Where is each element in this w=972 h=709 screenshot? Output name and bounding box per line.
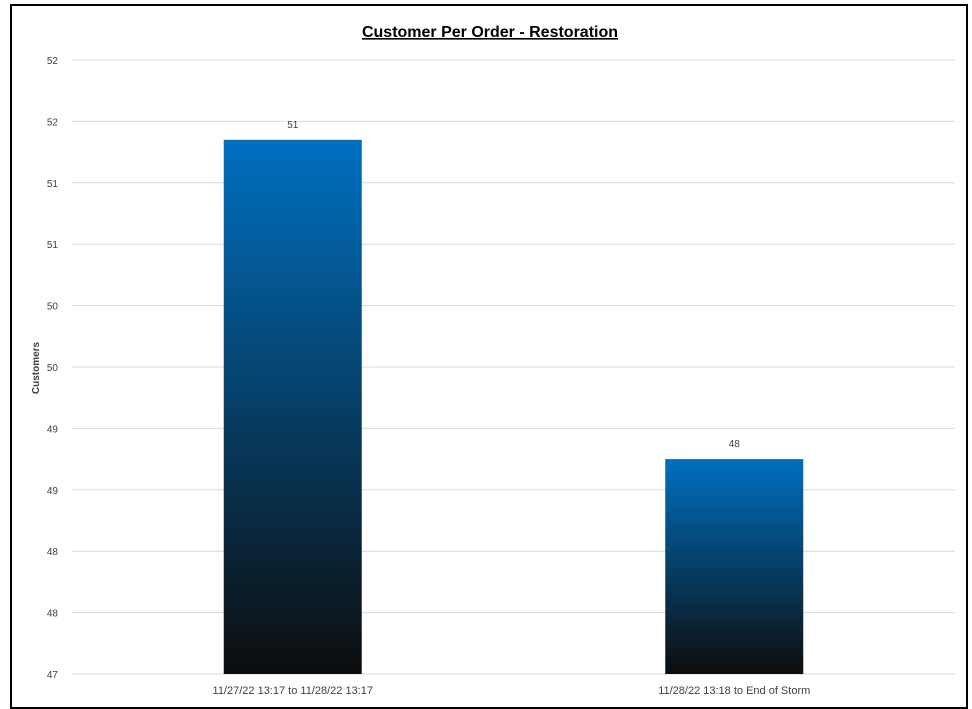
y-tick-label: 48 — [47, 609, 59, 620]
x-category-label: 11/27/22 13:17 to 11/28/22 13:17 — [213, 685, 373, 697]
y-tick-label: 52 — [47, 117, 59, 128]
y-tick-label: 49 — [47, 424, 59, 435]
y-tick-label: 51 — [47, 240, 59, 251]
bar-data-label: 51 — [287, 120, 299, 131]
y-tick-label: 50 — [47, 302, 59, 313]
y-tick-label: 48 — [47, 547, 59, 558]
y-tick-label: 50 — [47, 363, 59, 374]
x-category-label: 11/28/22 13:18 to End of Storm — [658, 685, 810, 697]
y-tick-label: 47 — [47, 670, 59, 681]
bar-data-label: 48 — [729, 439, 741, 450]
bar[interactable] — [665, 459, 804, 674]
chart-title: Customer Per Order - Restoration — [362, 24, 618, 41]
y-tick-label: 49 — [47, 486, 59, 497]
bar[interactable] — [223, 139, 362, 674]
y-tick-label: 51 — [47, 179, 59, 190]
y-axis-title: Customers — [31, 341, 42, 394]
y-tick-label: 52 — [47, 56, 59, 67]
